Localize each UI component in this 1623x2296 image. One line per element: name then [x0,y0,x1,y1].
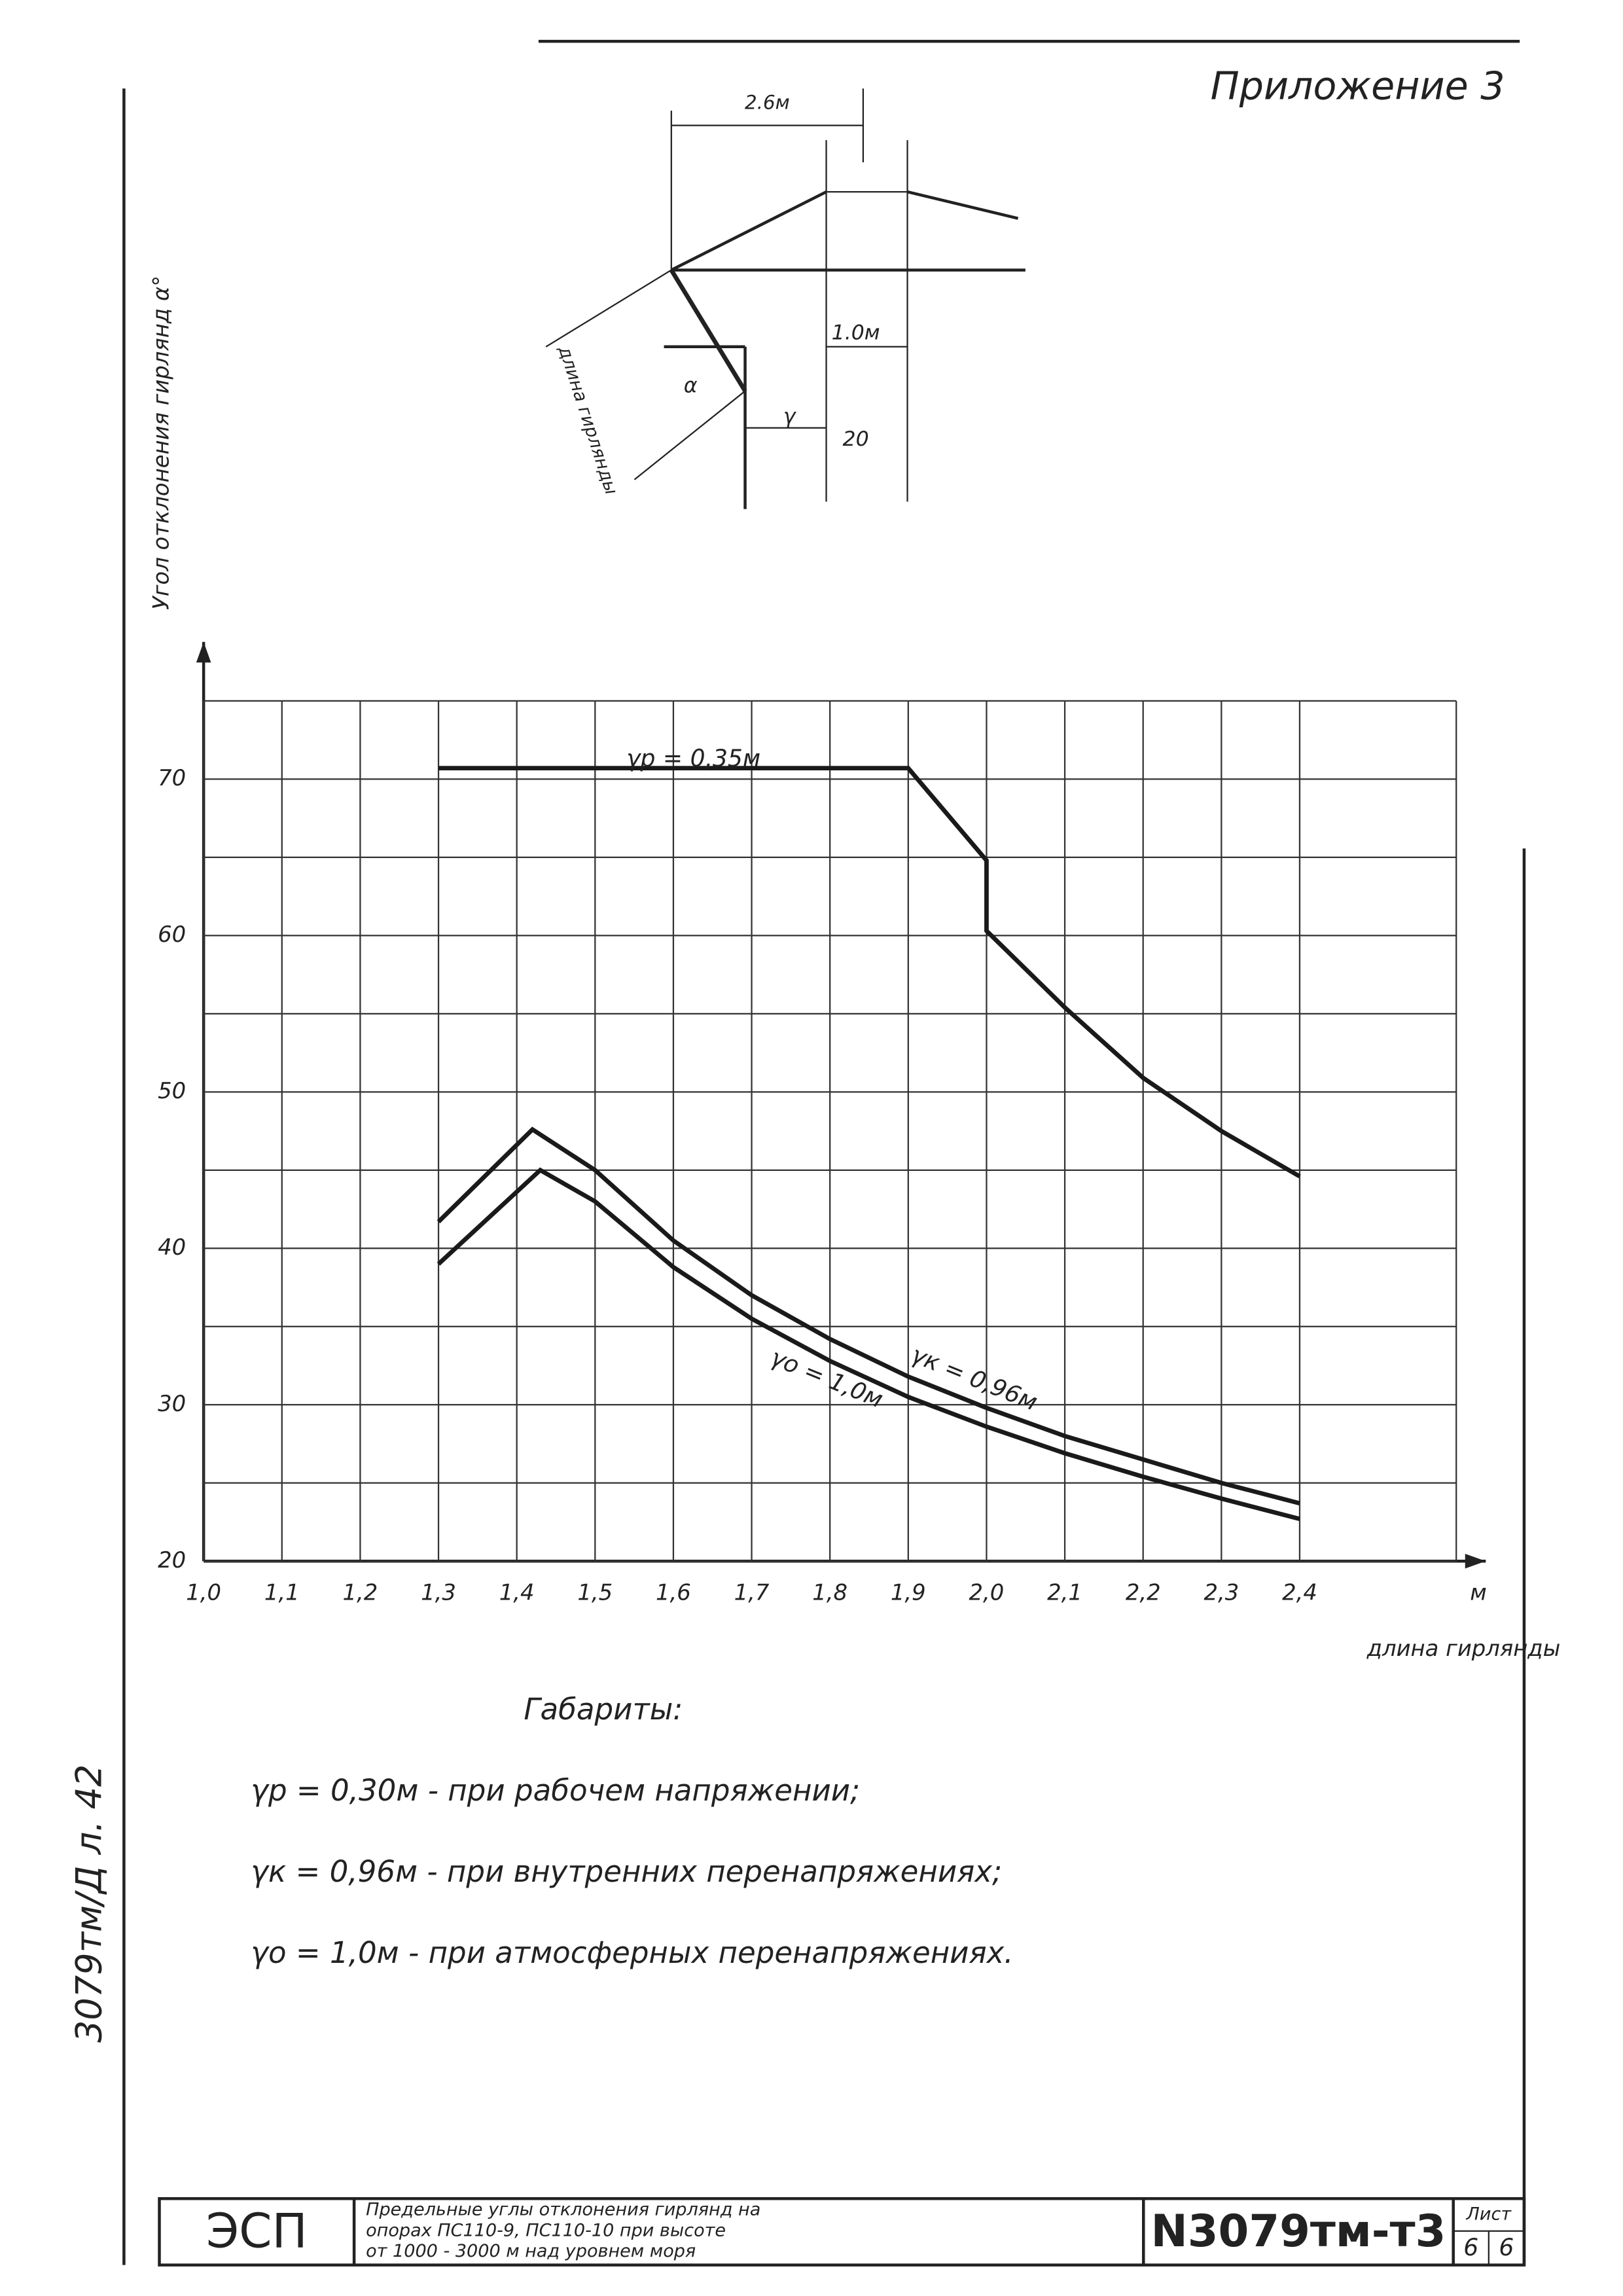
note-line: γк = 0,96м - при внутренних перенапряжен… [251,1854,1002,1889]
y-tick-label: 40 [158,1234,186,1260]
title-line: от 1000 - 3000 м над уровнем моря [366,2241,696,2261]
x-tick-label: 2,4 [1282,1579,1317,1605]
x-tick-label: 1,5 [577,1579,613,1605]
height-label: 1.0м [832,321,880,345]
crossarm [907,190,1019,220]
side-mark: 3079тм/Д л. 42 [68,1765,109,2043]
span-label: 2.6м [745,91,790,113]
y-tick-label: 20 [158,1547,186,1573]
x-tick-label: 1,6 [656,1579,691,1605]
crossarm [670,190,827,272]
sheet-label: Лист [1466,2204,1512,2225]
x-tick-label: 2,2 [1126,1579,1161,1605]
y-tick-label: 50 [158,1078,186,1103]
dim-line [633,390,746,480]
title-block: ЭСП Предельные углы отклонения гирлянд н… [158,2197,1526,2267]
x-tick-label: 1,7 [734,1579,770,1605]
x-axis-label: длина гирлянды [1366,1636,1561,1661]
axis-arrow [1465,1553,1486,1569]
x-tick-label: 2,0 [969,1579,1005,1605]
x-tick-label: 1,0 [186,1579,221,1605]
x-unit: м [1470,1579,1487,1605]
angle-label: α [684,374,698,398]
series-line [437,1167,1300,1522]
title-line: Предельные углы отклонения гирлянд на [366,2200,760,2220]
length-label: длина гирлянды [554,343,622,497]
series-label: γр = 0,35м [626,745,760,772]
clearance-label: γ [783,405,797,429]
axis-arrow [196,641,211,663]
y-tick-label: 70 [158,765,186,791]
doc-code: N3079тм-т3 [1151,2205,1446,2257]
y-tick-label: 60 [158,922,186,947]
series-line [437,1126,1300,1506]
appendix-label: Приложение 3 [1211,63,1505,108]
note-line: γо = 1,0м - при атмосферных перенапряжен… [251,1935,1013,1970]
x-tick-label: 1,8 [812,1579,847,1605]
sheets: 6 [1499,2234,1514,2261]
schematic: 2.6м 1.0м 20 α γ длина гирлянды [545,88,1026,509]
note-line: γр = 0,30м - при рабочем напряжении; [251,1773,860,1808]
x-tick-label: 1,3 [421,1579,456,1605]
title-line: опорах ПС110-9, ПС110-10 при высоте [366,2220,726,2240]
notes-heading: Габариты: [524,1692,683,1727]
y-tick-label: 30 [158,1391,186,1416]
sheet: 6 [1463,2234,1478,2261]
x-tick-label: 1,2 [343,1579,378,1605]
x-tick-label: 2,3 [1204,1579,1239,1605]
y-axis-label: Угол отклонения гирлянд α° [149,276,174,610]
org: ЭСП [206,2204,308,2259]
gap-label: 20 [843,427,869,451]
x-tick-label: 1,1 [264,1579,300,1605]
series-line [438,766,1301,1179]
dim-line [545,269,672,348]
chart: 1,0 1,1 1,2 1,3 1,4 1,5 1,6 1,7 1,8 1,9 2,0 2,1 2,2 2… [149,276,1561,1661]
insulator [669,268,747,393]
x-tick-label: 2,1 [1047,1579,1082,1605]
x-tick-label: 1,4 [499,1579,535,1605]
x-tick-label: 1,9 [891,1579,926,1605]
